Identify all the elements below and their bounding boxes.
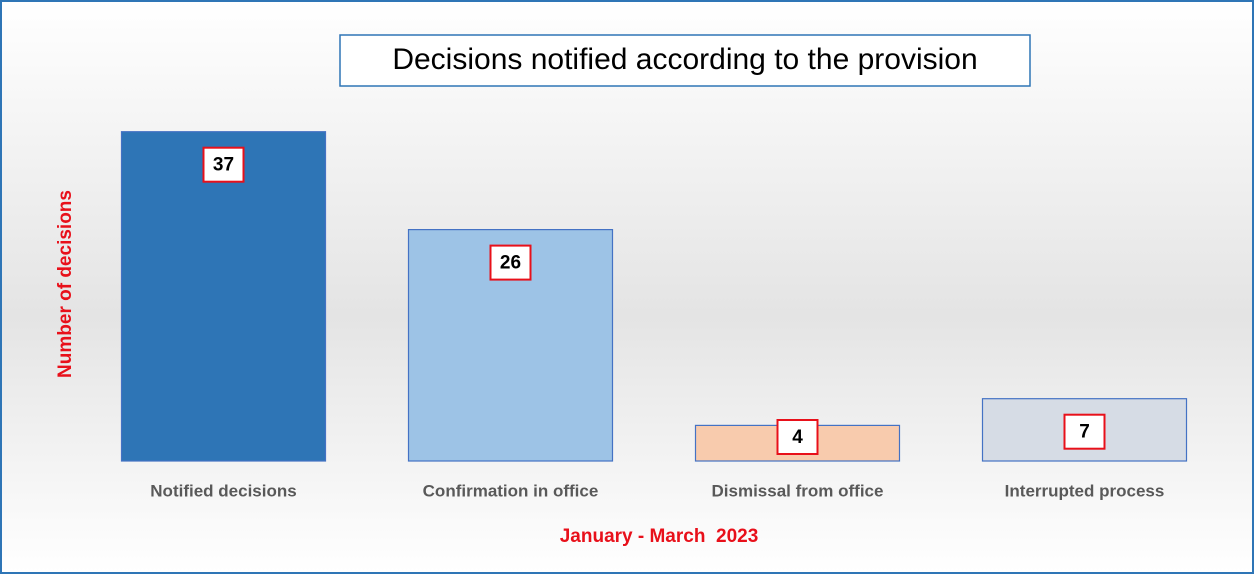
value-label-box xyxy=(202,146,245,183)
x-tick-label: Confirmation in office xyxy=(423,481,599,500)
x-tick-label: Notified decisions xyxy=(150,481,296,500)
value-label: 37 xyxy=(213,155,234,176)
x-tick-label: Dismissal from office xyxy=(712,481,884,500)
value-label: 26 xyxy=(500,253,521,274)
x-axis-label: January - March 2023 xyxy=(560,526,759,547)
value-label: 4 xyxy=(792,427,803,448)
value-label: 7 xyxy=(1079,422,1090,443)
value-label-box xyxy=(489,244,532,281)
value-label-box xyxy=(776,419,819,455)
x-tick-label: Interrupted process xyxy=(1005,481,1165,500)
y-axis-label: Number of decisions xyxy=(55,190,76,378)
value-label-box xyxy=(1063,413,1106,450)
title-box xyxy=(339,34,1031,87)
bar xyxy=(120,131,327,462)
chart-title: Decisions notified according to the prov… xyxy=(392,43,977,76)
